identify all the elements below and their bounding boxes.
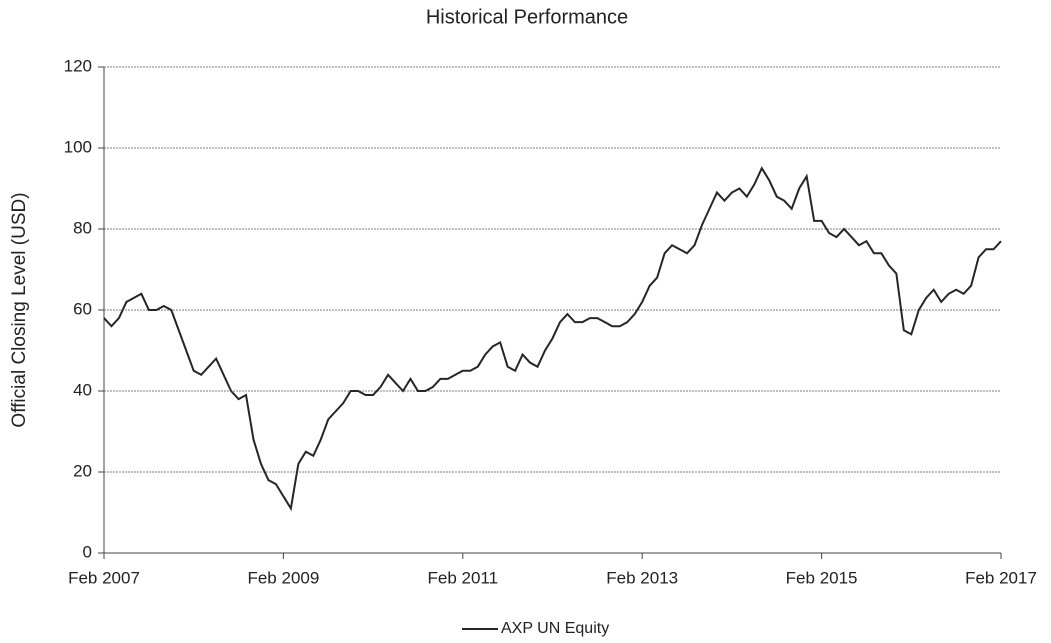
x-tick-label: Feb 2009: [247, 568, 319, 587]
x-tick-label: Feb 2015: [786, 568, 858, 587]
y-tick-label: 20: [73, 461, 92, 480]
legend-label: AXP UN Equity: [501, 620, 609, 637]
line-series: [103, 166, 1002, 512]
y-tick-label: 0: [83, 542, 92, 561]
y-tick-label: 80: [73, 218, 92, 237]
y-tick-label: 60: [73, 299, 92, 318]
y-tick-label: 120: [64, 56, 92, 75]
chart-title: Historical Performance: [426, 6, 628, 28]
x-tick-label: Feb 2013: [606, 568, 678, 587]
x-tick-label: Feb 2017: [965, 568, 1037, 587]
y-tick-label: 100: [64, 137, 92, 156]
x-tick-label: Feb 2007: [68, 568, 140, 587]
y-tick-label: 40: [73, 380, 92, 399]
x-tick-label: Feb 2011: [428, 568, 499, 587]
y-axis-label: Official Closing Level (USD): [9, 192, 30, 427]
